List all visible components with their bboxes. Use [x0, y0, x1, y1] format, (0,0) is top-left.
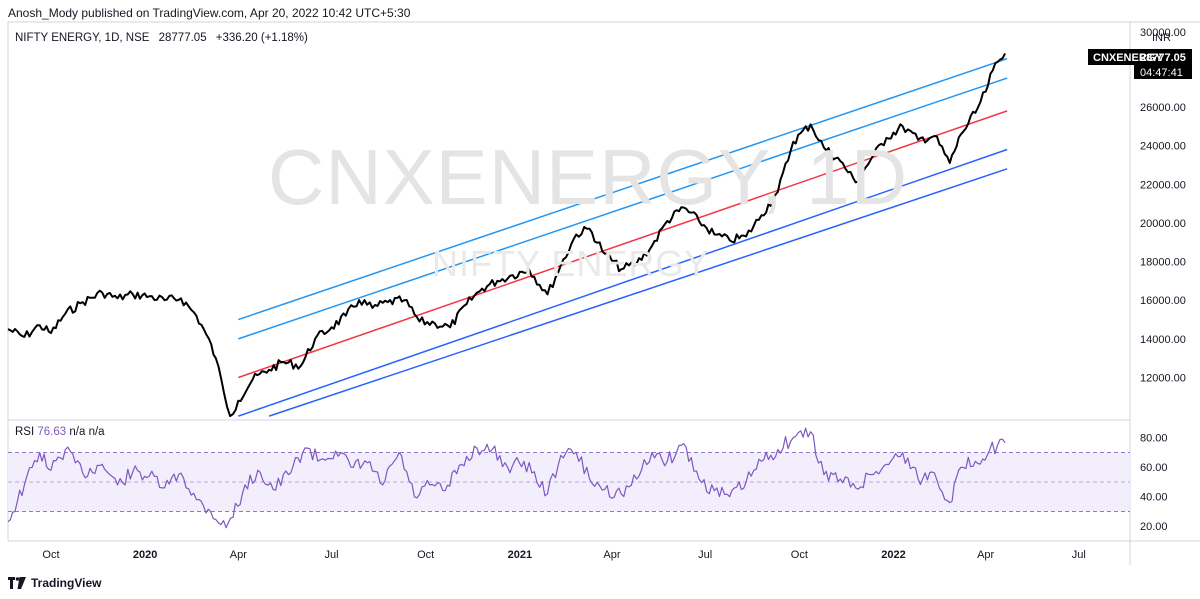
channel-line-regression-mid: [238, 110, 1008, 379]
price-tag: CNXENERGY 28777.05 04:47:41: [1088, 49, 1192, 79]
tradingview-logo-icon: [8, 577, 26, 589]
rsi-axis-ticks: 80.00 60.00 40.00 20.00: [1140, 433, 1168, 534]
price-axis-top-tick: 30000.00: [1140, 27, 1186, 39]
legend-last: 28777.05: [158, 32, 207, 44]
price-tick-label: 24000.00: [1140, 141, 1186, 153]
price-tag-symbol-bg: [1088, 49, 1192, 65]
price-tick-label: 12000.00: [1140, 372, 1186, 384]
rsi-tick-label: 20.00: [1140, 521, 1168, 533]
price-tag-symbol: CNXENERGY: [1093, 52, 1163, 64]
price-tag-price: 28777.05: [1140, 52, 1186, 64]
price-tick-label: 20000.00: [1140, 218, 1186, 230]
time-axis-label: Oct: [417, 549, 434, 561]
rsi-legend-na2: n/a: [88, 426, 105, 438]
channel-lines: [238, 57, 1008, 417]
time-axis-label: 2020: [133, 549, 157, 561]
channel-line-lower-inner: [238, 148, 1008, 417]
time-axis-label: 2021: [508, 549, 532, 561]
price-tick-label: 14000.00: [1140, 334, 1186, 346]
footer-brand[interactable]: TradingView: [8, 576, 101, 590]
time-axis-label: Oct: [791, 549, 808, 561]
price-tag-countdown-bg: [1134, 65, 1192, 79]
price-tick-label: 16000.00: [1140, 295, 1186, 307]
time-axis-label: Apr: [230, 549, 247, 561]
main-legend: NIFTY ENERGY, 1D, NSE 28777.05 +336.20 (…: [15, 32, 314, 44]
channel-line-upper-outer: [238, 57, 1008, 321]
rsi-legend-name: RSI: [15, 426, 35, 438]
rsi-legend-value: 76.63: [37, 426, 67, 438]
price-tag-countdown: 04:47:41: [1140, 67, 1183, 79]
legend-change: +336.20 (+1.18%): [215, 32, 308, 44]
publisher-line: Anosh_Mody published on TradingView.com,…: [8, 6, 411, 20]
price-tick-label: 26000.00: [1140, 102, 1186, 114]
rsi-legend: RSI 76.63 n/a n/a: [15, 426, 105, 438]
rsi-tick-label: 40.00: [1140, 492, 1168, 504]
time-axis-label: Jul: [1072, 549, 1086, 561]
time-axis-label: Jul: [324, 549, 338, 561]
time-axis-label: Apr: [603, 549, 620, 561]
time-axis-label: Jul: [698, 549, 712, 561]
channel-line-lower-outer: [268, 168, 1008, 417]
time-axis-label: Oct: [42, 549, 59, 561]
footer-brand-label: TradingView: [31, 576, 102, 590]
currency-label: INR: [1152, 32, 1171, 44]
time-axis-labels: Oct 2020 Apr Jul Oct 2021 Apr Jul Oct 2022 Apr Jul: [42, 549, 1085, 561]
legend-title: NIFTY ENERGY, 1D, NSE: [15, 32, 150, 44]
price-series-line: [7, 52, 1006, 418]
time-axis-label: 2022: [881, 549, 905, 561]
price-axis-ticks: 26000.00 24000.00 22000.00 20000.00 18000.00…: [1140, 102, 1186, 384]
rsi-tick-label: 60.00: [1140, 462, 1168, 474]
time-axis-label: Apr: [977, 549, 994, 561]
channel-line-upper-inner: [238, 77, 1008, 340]
price-tick-label: 22000.00: [1140, 179, 1186, 191]
price-tick-label: 18000.00: [1140, 257, 1186, 269]
rsi-legend-na1: n/a: [69, 426, 86, 438]
rsi-series-line: [7, 427, 1006, 529]
rsi-tick-label: 80.00: [1140, 433, 1168, 445]
